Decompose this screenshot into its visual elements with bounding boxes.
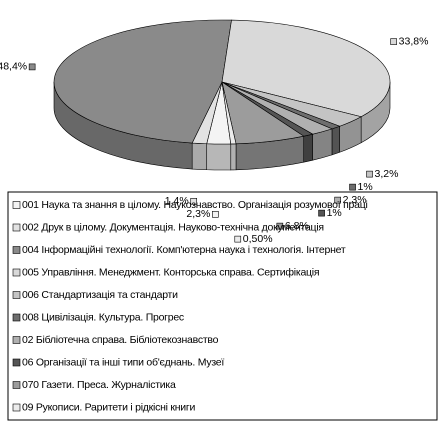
slice — [221, 81, 237, 145]
slice-side — [191, 142, 208, 171]
legend-key — [12, 246, 21, 254]
slice-side — [303, 133, 313, 163]
legend-label: 008 Цивілізація. Культура. Прогрес — [22, 311, 184, 323]
slice-side — [206, 143, 232, 171]
legend-label: 004 Інформаційні технології. Комп'ютерна… — [22, 244, 346, 256]
data-label: 48,4% — [0, 61, 27, 73]
legend-label: 070 Газети. Преса. Журналістика — [22, 379, 176, 391]
legend-label: 001 Наука та знання в цілому. Наукознавс… — [22, 199, 368, 211]
legend-label: 06 Організації та інші типи об'єднань. М… — [22, 356, 224, 368]
legend-label: 005 Управління. Менеджмент. Конторська с… — [22, 266, 319, 278]
legend-key — [12, 358, 21, 367]
legend-key — [12, 201, 21, 209]
data-label: 6,8% — [285, 220, 309, 232]
data-label: 1% — [327, 207, 342, 219]
legend-label: 006 Стандартизація та стандарти — [22, 289, 178, 301]
data-label: 3,2% — [375, 168, 399, 180]
data-label: 2,3% — [186, 208, 210, 220]
legend-key — [12, 381, 21, 389]
legend-key — [12, 336, 21, 344]
legend-box — [7, 191, 438, 421]
data-label: 1% — [358, 181, 373, 193]
legend-key — [12, 223, 21, 232]
data-label: 0,50% — [243, 233, 273, 245]
legend-key — [12, 403, 21, 412]
label-key — [366, 170, 373, 178]
label-key — [190, 197, 198, 205]
legend-key — [12, 291, 21, 299]
legend-label: 002 Друк в цілому. Документація. Науково… — [22, 221, 324, 233]
label-key — [276, 222, 284, 230]
legend-key — [12, 268, 21, 277]
label-key — [212, 210, 219, 218]
slice — [221, 19, 391, 118]
label-key — [234, 235, 242, 243]
legend-label: 09 Рукописи. Раритети і рідкісні книги — [22, 401, 195, 413]
data-label: 2,3% — [343, 194, 367, 206]
label-key — [349, 183, 356, 191]
label-key — [334, 196, 341, 204]
slice-side — [331, 125, 340, 156]
slice — [53, 19, 232, 144]
data-label: 1,4% — [165, 195, 189, 207]
label-key — [390, 38, 397, 45]
slice-side — [230, 143, 237, 171]
label-key — [28, 63, 36, 71]
legend-label: 02 Бібліотечна справа. Бібліотекознавств… — [22, 334, 219, 346]
data-label: 33,8% — [399, 35, 429, 47]
label-key — [318, 209, 325, 217]
legend-key — [12, 313, 21, 322]
